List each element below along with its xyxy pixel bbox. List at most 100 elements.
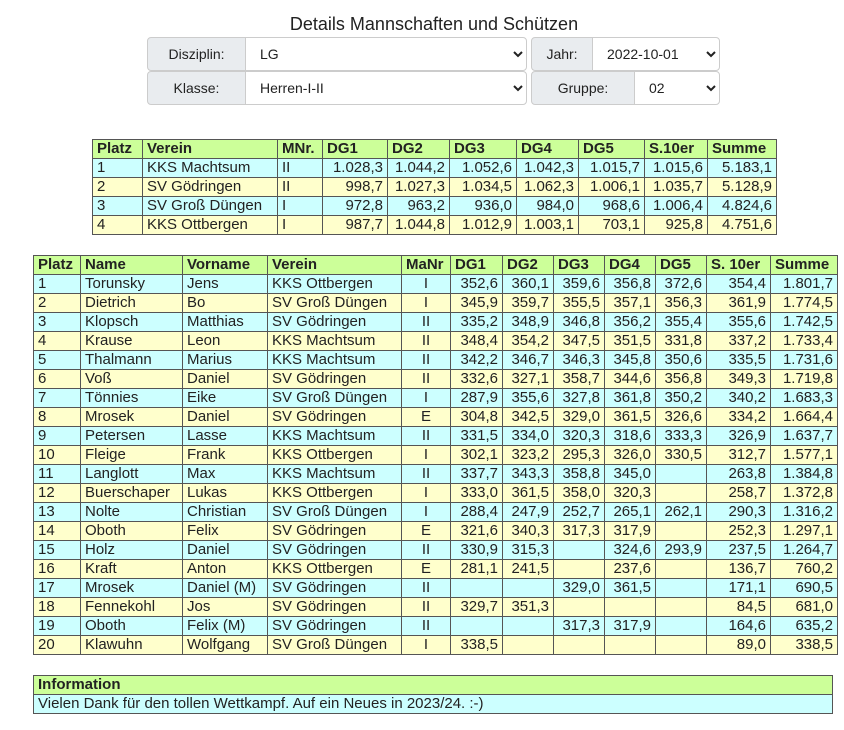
table-cell: SV Groß Düngen bbox=[267, 502, 402, 522]
table-cell: 329,0 bbox=[553, 578, 605, 598]
table-row: 2 Dietrich Bo SV Groß Düngen I 345,9 359,7 355,… bbox=[33, 293, 838, 313]
table-cell: 258,7 bbox=[706, 483, 771, 503]
table-row: 16 Kraft Anton KKS Ottbergen E 281,1 241,5 237,… bbox=[33, 559, 838, 579]
table-cell: 1.006,1 bbox=[578, 177, 645, 197]
disziplin-select[interactable]: LG bbox=[245, 37, 527, 71]
gruppe-select[interactable]: 02 bbox=[634, 71, 720, 105]
table-cell bbox=[450, 578, 503, 598]
table-cell: 315,3 bbox=[502, 540, 554, 560]
table-cell: 357,1 bbox=[604, 293, 656, 313]
table-cell bbox=[553, 540, 605, 560]
table-cell: SV Gödringen bbox=[142, 177, 278, 197]
table-cell: Krause bbox=[80, 331, 183, 351]
table-cell: 326,9 bbox=[706, 426, 771, 446]
table-cell: 1.015,6 bbox=[644, 158, 708, 178]
table-row: 1 Torunsky Jens KKS Ottbergen I 352,6 360,1 359… bbox=[33, 274, 838, 294]
table-cell: SV Groß Düngen bbox=[267, 293, 402, 313]
table-cell: 355,6 bbox=[706, 312, 771, 332]
table-cell: II bbox=[401, 369, 451, 389]
table-row: 18 Fennekohl Jos SV Gödringen II 329,7 351,3 84… bbox=[33, 597, 838, 617]
table-cell: Tönnies bbox=[80, 388, 183, 408]
table-cell: 333,0 bbox=[450, 483, 503, 503]
table-cell: II bbox=[401, 350, 451, 370]
table-row: 6 Voß Daniel SV Gödringen II 332,6 327,1 358,7 3… bbox=[33, 369, 838, 389]
table-cell: 987,7 bbox=[322, 215, 388, 235]
table-cell: 237,5 bbox=[706, 540, 771, 560]
table-row: 15 Holz Daniel SV Gödringen II 330,9 315,3 324,… bbox=[33, 540, 838, 560]
table-cell: 252,7 bbox=[553, 502, 605, 522]
table-cell: SV Groß Düngen bbox=[267, 388, 402, 408]
table-cell: Fennekohl bbox=[80, 597, 183, 617]
table-cell: SV Gödringen bbox=[267, 616, 402, 636]
table-row: 20 Klawuhn Wolfgang SV Groß Düngen I 338,5 89,… bbox=[33, 635, 838, 655]
table-cell: 342,2 bbox=[450, 350, 503, 370]
table-cell: KKS Ottbergen bbox=[267, 559, 402, 579]
header-row: Platz Verein MNr. DG1 DG2 DG3 DG4 DG5 S.10er Summ… bbox=[92, 139, 777, 159]
table-cell: Daniel (M) bbox=[182, 578, 268, 598]
table-cell: 338,5 bbox=[770, 635, 838, 655]
information-title: Information bbox=[34, 676, 832, 695]
table-cell: 1.384,8 bbox=[770, 464, 838, 484]
table-cell: 11 bbox=[33, 464, 81, 484]
table-cell: 287,9 bbox=[450, 388, 503, 408]
table-cell: 359,6 bbox=[553, 274, 605, 294]
table-cell: 936,0 bbox=[449, 196, 517, 216]
table-cell: 5.128,9 bbox=[707, 177, 777, 197]
table-cell: 346,8 bbox=[553, 312, 605, 332]
table-cell: 320,3 bbox=[553, 426, 605, 446]
table-cell: 998,7 bbox=[322, 177, 388, 197]
table-cell: I bbox=[401, 445, 451, 465]
column-header: Summe bbox=[770, 255, 838, 275]
table-cell: 20 bbox=[33, 635, 81, 655]
table-cell: 321,6 bbox=[450, 521, 503, 541]
table-cell: 164,6 bbox=[706, 616, 771, 636]
table-cell: SV Gödringen bbox=[267, 369, 402, 389]
table-cell bbox=[655, 559, 707, 579]
table-cell: II bbox=[401, 464, 451, 484]
table-cell: 18 bbox=[33, 597, 81, 617]
table-cell: 263,8 bbox=[706, 464, 771, 484]
column-header: Vorname bbox=[182, 255, 268, 275]
table-cell: Lukas bbox=[182, 483, 268, 503]
table-cell: 1.297,1 bbox=[770, 521, 838, 541]
column-header: Verein bbox=[267, 255, 402, 275]
column-header: DG4 bbox=[604, 255, 656, 275]
table-cell: 925,8 bbox=[644, 215, 708, 235]
table-cell: I bbox=[401, 274, 451, 294]
table-cell: KKS Ottbergen bbox=[267, 445, 402, 465]
table-cell: 320,3 bbox=[604, 483, 656, 503]
table-cell: 326,0 bbox=[604, 445, 656, 465]
table-cell: 360,1 bbox=[502, 274, 554, 294]
table-cell: 13 bbox=[33, 502, 81, 522]
table-cell: 972,8 bbox=[322, 196, 388, 216]
table-cell: Buerschaper bbox=[80, 483, 183, 503]
table-cell: I bbox=[277, 196, 323, 216]
table-cell: 361,9 bbox=[706, 293, 771, 313]
table-cell: Oboth bbox=[80, 616, 183, 636]
table-cell: 1.731,6 bbox=[770, 350, 838, 370]
jahr-select[interactable]: 2022-10-01 bbox=[592, 37, 720, 71]
table-cell: II bbox=[401, 540, 451, 560]
table-cell: 361,5 bbox=[604, 407, 656, 427]
table-cell: 334,0 bbox=[502, 426, 554, 446]
table-cell: SV Gödringen bbox=[267, 597, 402, 617]
table-cell: 703,1 bbox=[578, 215, 645, 235]
table-cell: E bbox=[401, 521, 451, 541]
table-row: 3 SV Groß Düngen I 972,8 963,2 936,0 984,0 968,… bbox=[92, 196, 777, 216]
table-cell: 10 bbox=[33, 445, 81, 465]
table-cell: 1.028,3 bbox=[322, 158, 388, 178]
table-cell: 1.719,8 bbox=[770, 369, 838, 389]
table-cell: SV Gödringen bbox=[267, 521, 402, 541]
klasse-select[interactable]: Herren-I-II bbox=[245, 71, 527, 105]
column-header: Summe bbox=[707, 139, 777, 159]
table-cell: 356,3 bbox=[655, 293, 707, 313]
shooter-table: Platz Name Vorname Verein MaNr DG1 DG2 DG3 DG4 DG… bbox=[33, 255, 838, 655]
table-cell: Felix bbox=[182, 521, 268, 541]
table-cell bbox=[553, 597, 605, 617]
table-row: 10 Fleige Frank KKS Ottbergen I 302,1 323,2 295… bbox=[33, 445, 838, 465]
table-row: 17 Mrosek Daniel (M) SV Gödringen II 329,0 361… bbox=[33, 578, 838, 598]
table-cell: 338,5 bbox=[450, 635, 503, 655]
table-cell: Dietrich bbox=[80, 293, 183, 313]
table-cell: 327,8 bbox=[553, 388, 605, 408]
